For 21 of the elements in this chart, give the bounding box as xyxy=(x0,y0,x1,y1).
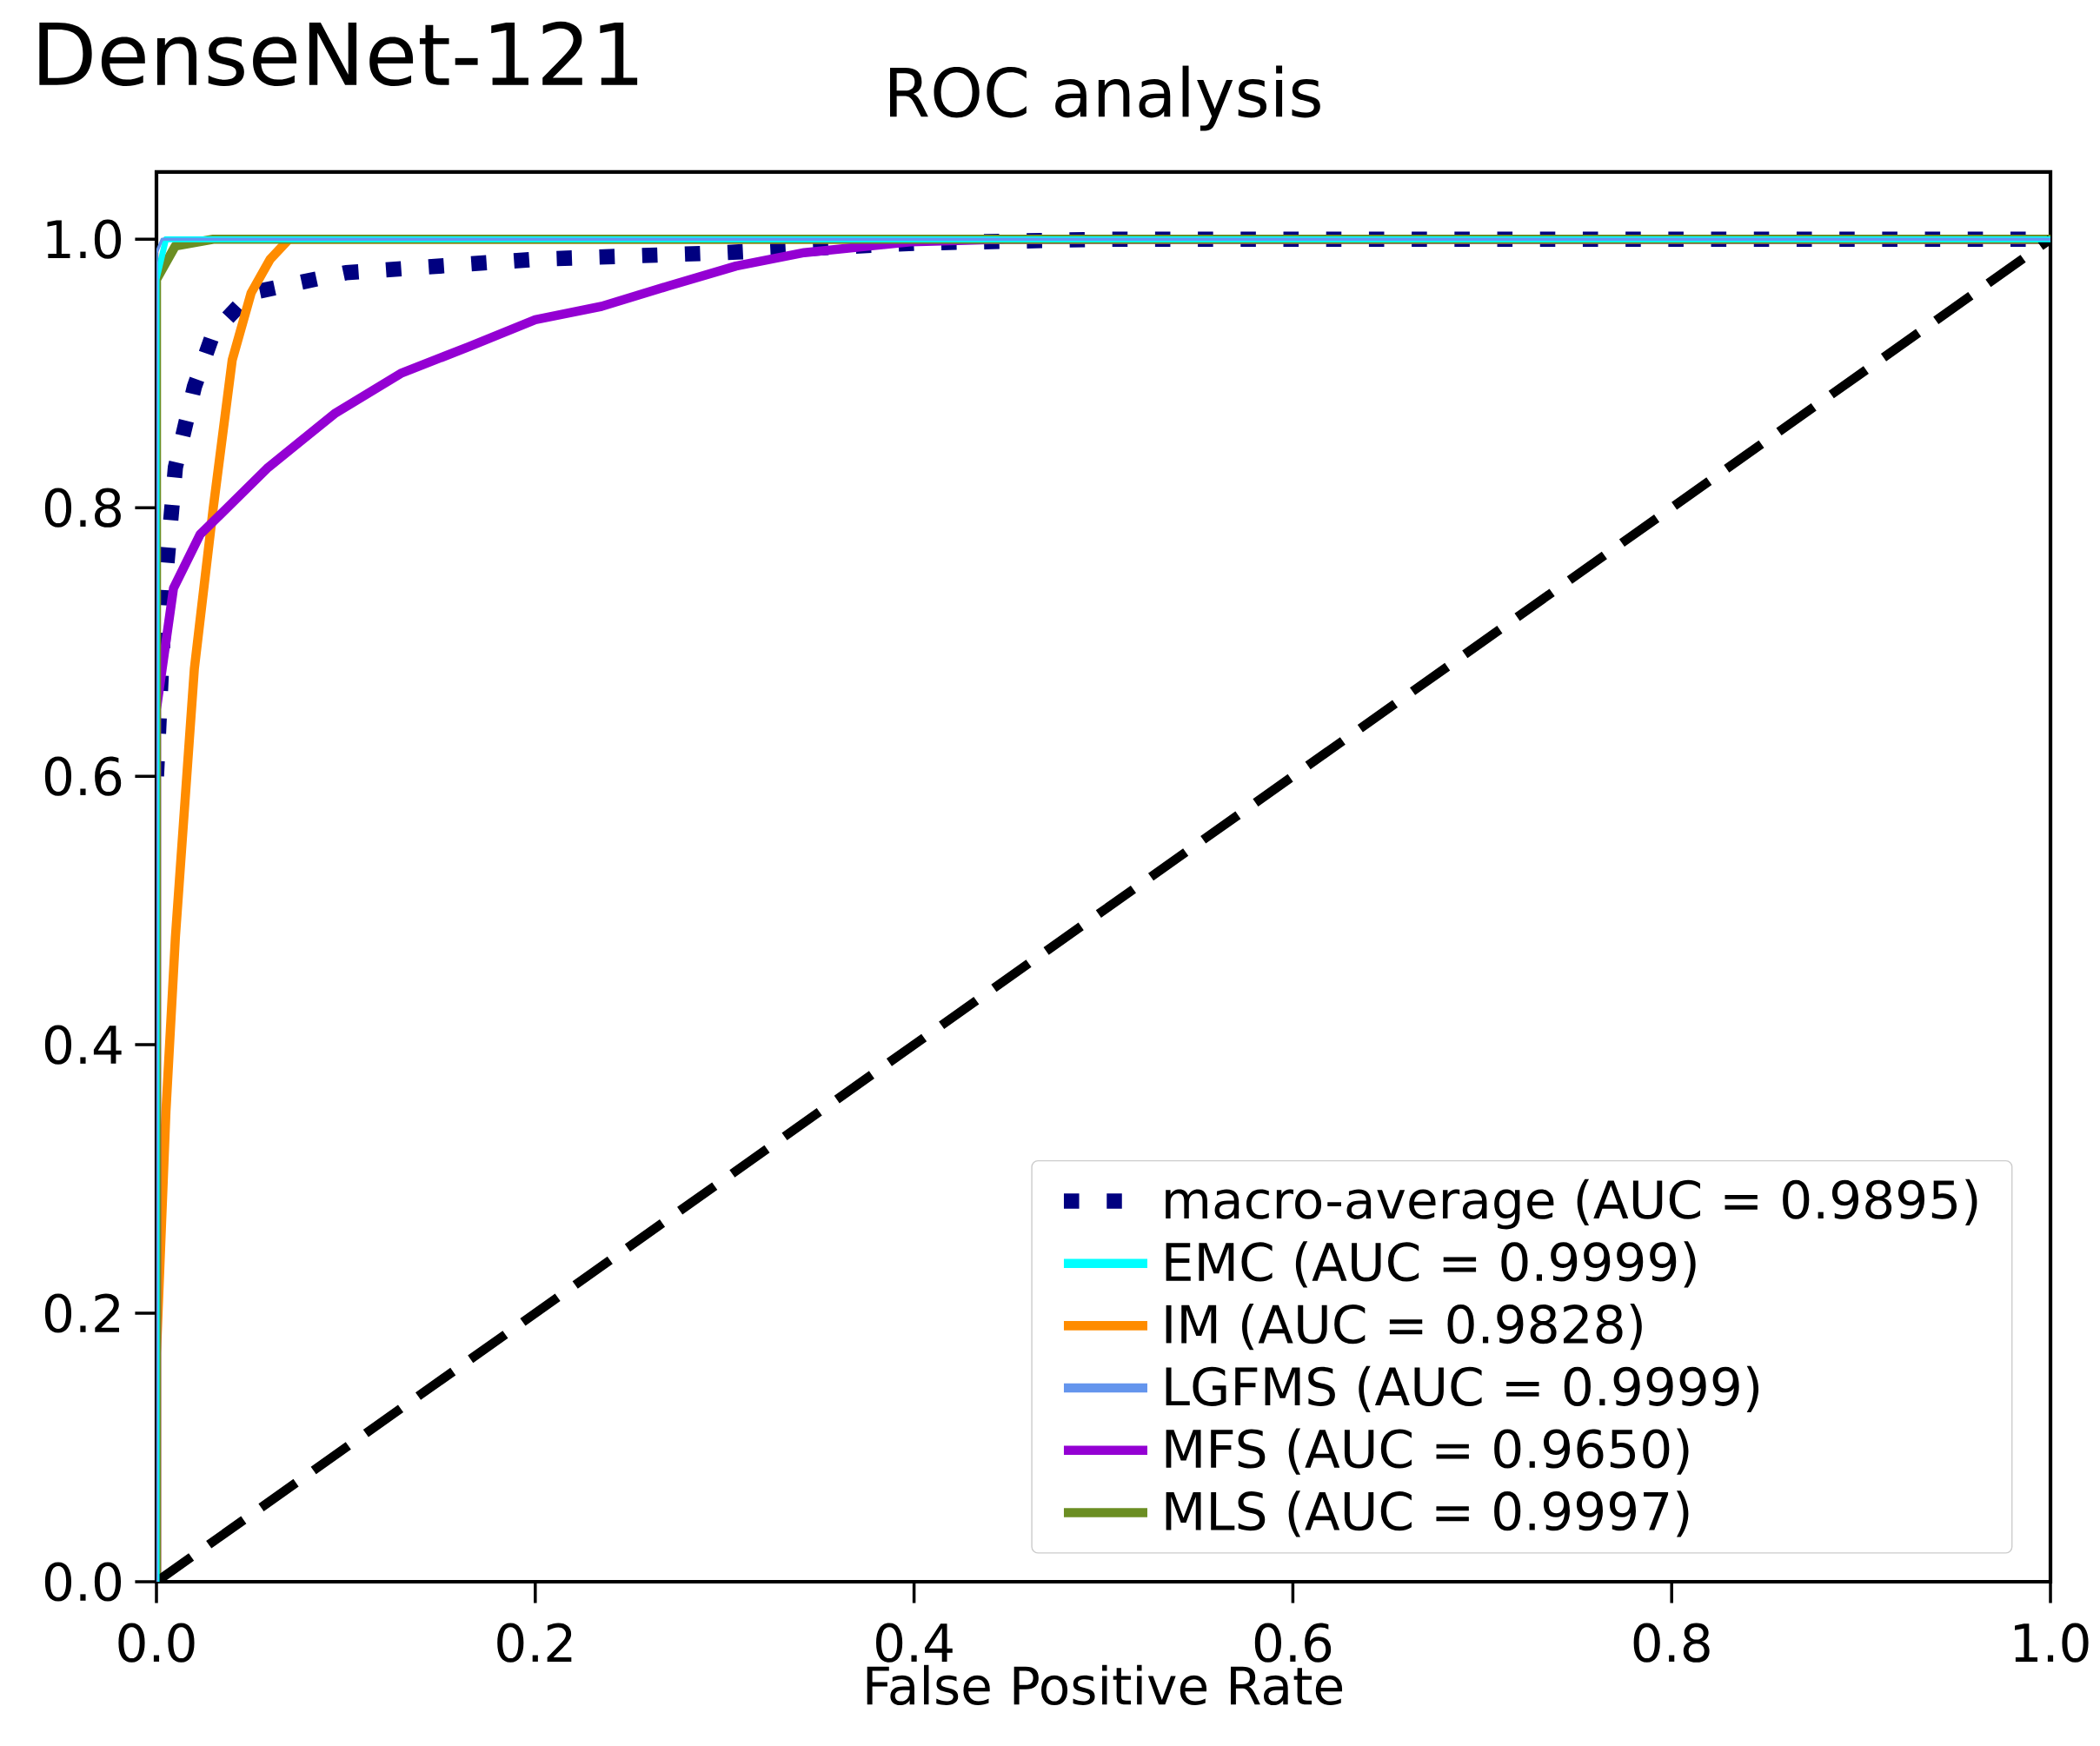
x-tick-label: 0.2 xyxy=(497,1623,572,1663)
y-tick-label: 0.4 xyxy=(44,1025,122,1065)
legend-label: MLS (AUC = 0.9997) xyxy=(1166,1490,1689,1537)
legend-label: IM (AUC = 0.9828) xyxy=(1166,1304,1642,1351)
x-tick-label: 0.4 xyxy=(876,1623,953,1663)
y-tick-label: 1.0 xyxy=(47,219,122,259)
legend-label: LGFMS (AUC = 0.9999) xyxy=(1166,1365,1759,1412)
legend-label: EMC (AUC = 0.9999) xyxy=(1166,1241,1696,1288)
legend-label: macro-average (AUC = 0.9895) xyxy=(1166,1178,1977,1230)
chart-title: ROC analysis xyxy=(890,65,1320,131)
x-tick-label: 0.6 xyxy=(1254,1623,1332,1663)
y-tick-label: 0.6 xyxy=(44,756,122,796)
y-tick-label: 0.2 xyxy=(44,1293,119,1333)
x-tick-label: 1.0 xyxy=(2015,1623,2089,1663)
x-tick-label: 0.0 xyxy=(118,1623,195,1663)
legend-label: MFS (AUC = 0.9650) xyxy=(1166,1428,1689,1475)
text: DenseNet-121 xyxy=(39,21,638,87)
y-tick-label: 0.8 xyxy=(44,488,121,528)
y-tick-label: 0.0 xyxy=(44,1562,122,1602)
x-axis-title: False Positive Rate xyxy=(867,1664,1343,1706)
x-tick-label: 0.8 xyxy=(1633,1623,1710,1663)
